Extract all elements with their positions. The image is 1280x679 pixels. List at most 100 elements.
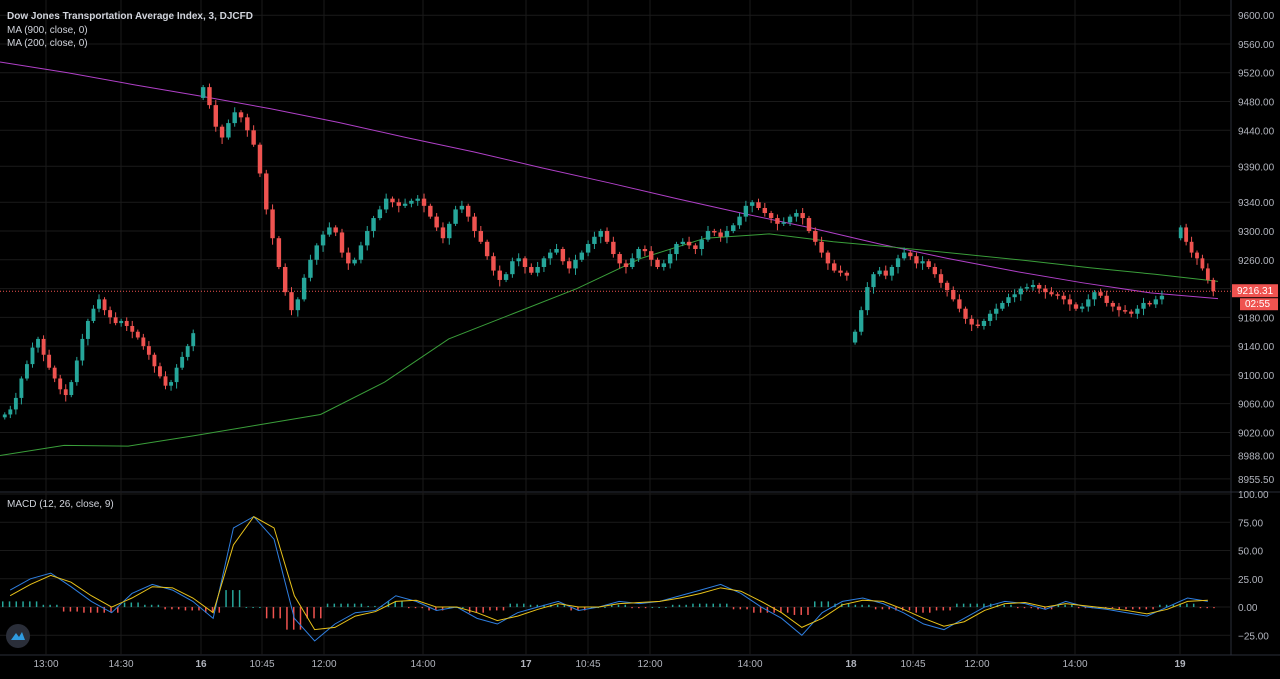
candle-body bbox=[238, 112, 244, 118]
histogram-bar bbox=[1138, 607, 1141, 610]
candle-body bbox=[718, 232, 723, 237]
candle-body bbox=[579, 252, 585, 260]
candle-body bbox=[585, 243, 591, 253]
candle-body bbox=[554, 249, 559, 253]
histogram-bar bbox=[62, 607, 65, 612]
candle-body bbox=[185, 346, 190, 357]
candle-body bbox=[1147, 302, 1152, 305]
price-tick-label: 8955.50 bbox=[1238, 475, 1275, 486]
candle-body bbox=[85, 320, 90, 339]
histogram-bar bbox=[259, 607, 261, 609]
histogram-bar bbox=[157, 604, 160, 608]
histogram-bar bbox=[780, 607, 782, 613]
candle-body bbox=[47, 354, 52, 368]
candle-body bbox=[813, 231, 818, 242]
histogram-bar bbox=[408, 607, 410, 609]
histogram-bar bbox=[252, 607, 254, 609]
candle-body bbox=[1018, 288, 1023, 295]
candle-body bbox=[611, 241, 616, 255]
candle-body bbox=[146, 346, 151, 355]
histogram-bar bbox=[286, 607, 288, 630]
tradingview-logo-icon[interactable] bbox=[6, 624, 30, 648]
candle-body bbox=[1178, 227, 1183, 239]
histogram-bar bbox=[577, 607, 579, 611]
macd-tick-label: −25.00 bbox=[1238, 631, 1269, 642]
histogram-bar bbox=[15, 601, 18, 608]
histogram-bar bbox=[644, 607, 647, 609]
histogram-bar bbox=[976, 603, 978, 608]
histogram-bar bbox=[279, 607, 281, 619]
histogram-bar bbox=[705, 603, 708, 608]
candle-body bbox=[453, 209, 458, 224]
candle-body bbox=[282, 266, 288, 293]
histogram-bar bbox=[1206, 607, 1208, 609]
histogram-bar bbox=[22, 601, 24, 608]
candle-body bbox=[63, 389, 68, 396]
histogram-bar bbox=[83, 607, 85, 613]
histogram-bar bbox=[854, 604, 857, 608]
histogram-bar bbox=[468, 607, 471, 613]
candle-body bbox=[1043, 288, 1048, 293]
candle-body bbox=[1153, 299, 1158, 305]
time-tick-label: 18 bbox=[845, 659, 857, 670]
histogram-bar bbox=[1192, 603, 1195, 608]
histogram-bar bbox=[536, 604, 539, 608]
histogram-bar bbox=[2, 601, 4, 608]
candle-body bbox=[415, 198, 420, 201]
candle-body bbox=[163, 376, 168, 386]
countdown-badge bbox=[1240, 298, 1278, 311]
histogram-bar bbox=[658, 607, 660, 609]
candle-body bbox=[152, 354, 157, 367]
price-tick-label: 9600.00 bbox=[1238, 11, 1275, 22]
price-tick-label: 9480.00 bbox=[1238, 98, 1275, 109]
candle-body bbox=[775, 218, 780, 224]
candle-body bbox=[497, 270, 502, 280]
histogram-bar bbox=[374, 605, 376, 608]
histogram-bar bbox=[773, 607, 775, 613]
histogram-bar bbox=[272, 607, 275, 619]
histogram-bar bbox=[76, 607, 78, 612]
histogram-bar bbox=[1213, 607, 1215, 609]
candle-body bbox=[19, 378, 24, 398]
candle-body bbox=[1211, 279, 1216, 292]
chart-title: Dow Jones Transportation Average Index, … bbox=[7, 11, 253, 22]
histogram-bar bbox=[1050, 607, 1053, 610]
histogram-bar bbox=[265, 607, 268, 619]
candle-body bbox=[1024, 287, 1030, 289]
candle-body bbox=[926, 261, 931, 267]
time-tick-label: 14:30 bbox=[108, 659, 133, 670]
histogram-bar bbox=[89, 607, 92, 613]
time-tick-label: 12:00 bbox=[637, 659, 662, 670]
candle-body bbox=[743, 205, 749, 217]
candle-body bbox=[844, 272, 850, 276]
candle-body bbox=[58, 378, 63, 390]
histogram-bar bbox=[1159, 604, 1161, 608]
candle-body bbox=[649, 251, 654, 260]
candle-body bbox=[402, 203, 408, 206]
histogram-bar bbox=[482, 607, 484, 613]
candle-body bbox=[74, 360, 79, 383]
histogram-bar bbox=[847, 603, 850, 608]
histogram-bar bbox=[56, 604, 58, 608]
time-tick-label: 10:45 bbox=[249, 659, 274, 670]
candle-body bbox=[963, 308, 968, 319]
candle-body bbox=[1030, 284, 1036, 288]
histogram-bar bbox=[299, 607, 302, 630]
histogram-bar bbox=[746, 607, 748, 610]
candle-body bbox=[800, 213, 805, 219]
histogram-bar bbox=[1084, 607, 1087, 609]
legend-ma200: MA (200, close, 0) bbox=[7, 38, 88, 49]
histogram-bar bbox=[164, 607, 166, 610]
histogram-bar bbox=[313, 607, 315, 619]
time-axis[interactable]: 13:00 14:30 16 10:45 12:00 14:00 17 10:45 12:00 1… bbox=[33, 659, 1186, 670]
histogram-bar bbox=[949, 607, 951, 611]
candle-body bbox=[623, 263, 629, 267]
grid-lines bbox=[0, 0, 1280, 656]
candle-body bbox=[141, 337, 146, 347]
price-tick-label: 9440.00 bbox=[1238, 126, 1275, 137]
price-axis[interactable]: 9600.00 9560.00 9520.00 9480.00 9440.00 9390.… bbox=[1238, 11, 1275, 642]
price-tick-label: 9390.00 bbox=[1238, 162, 1275, 173]
candle-body bbox=[794, 213, 799, 217]
histogram-bar bbox=[1030, 607, 1033, 609]
